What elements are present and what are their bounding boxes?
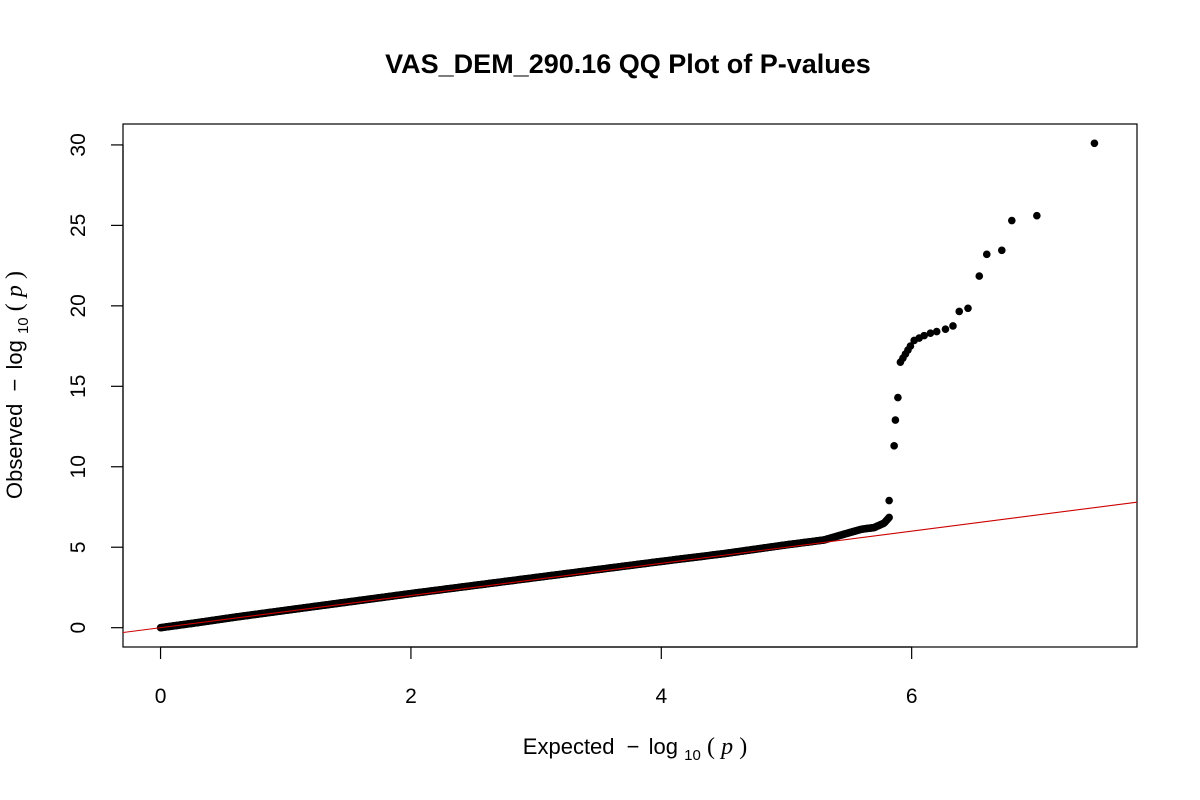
x-axis: 0 2 4 6 (155, 646, 918, 708)
data-point (941, 325, 950, 333)
reference-line (123, 501, 1137, 634)
y-tick-label: 20 (67, 294, 90, 317)
y-tick-label: 25 (67, 214, 90, 237)
data-point (1008, 216, 1016, 225)
data-point (890, 442, 898, 450)
y-tick-label: 5 (67, 541, 90, 553)
y-tick-label: 10 (67, 455, 90, 478)
data-point (1090, 139, 1099, 148)
data-point (964, 304, 972, 313)
y-axis: 0 5 10 15 20 25 30 (67, 133, 124, 634)
reference-line-layer (123, 501, 1137, 634)
data-point (920, 331, 928, 340)
data-point (1033, 211, 1041, 220)
x-tick-label: 4 (655, 685, 667, 708)
data-point (932, 327, 941, 336)
data-point (906, 342, 915, 350)
data-point (949, 322, 957, 330)
data-point (982, 250, 991, 259)
data-point (885, 513, 893, 522)
chart-title: VAS_DEM_290.16 QQ Plot of P-values (385, 49, 871, 79)
y-axis-label: Observed − log 10 ( p ) (2, 271, 33, 499)
data-point (891, 416, 900, 424)
y-tick-label: 30 (67, 133, 90, 156)
y-tick-label: 0 (67, 622, 90, 634)
data-point (998, 246, 1006, 255)
x-tick-label: 6 (906, 685, 918, 708)
data-point (975, 272, 984, 280)
data-point (894, 393, 902, 402)
x-tick-label: 0 (155, 685, 167, 708)
data-point (955, 307, 964, 316)
data-point (885, 496, 893, 505)
y-tick-label: 15 (67, 375, 90, 398)
x-axis-label: Expected − log 10 ( p ) (523, 734, 747, 765)
x-tick-label: 2 (405, 685, 417, 708)
data-point (926, 329, 935, 338)
